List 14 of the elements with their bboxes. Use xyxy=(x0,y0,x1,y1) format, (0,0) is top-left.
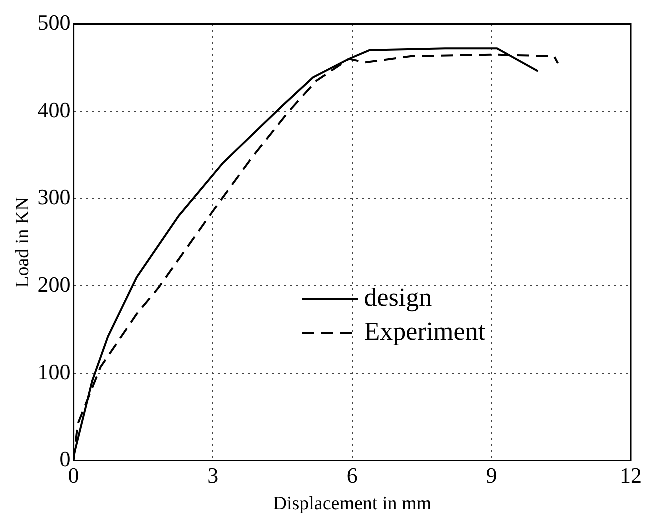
y-tick-label: 0 xyxy=(60,446,71,472)
x-tick-label: 9 xyxy=(486,462,498,488)
legend-label: design xyxy=(364,283,432,312)
y-tick-label: 400 xyxy=(38,97,71,122)
y-tick-label: 300 xyxy=(38,184,71,210)
y-axis-title: Load in KN xyxy=(12,196,34,288)
y-tick-label: 100 xyxy=(38,359,71,384)
x-tick-label: 6 xyxy=(346,462,358,488)
x-axis-title: Displacement in mm xyxy=(273,494,432,515)
legend-label: Experiment xyxy=(364,317,486,346)
y-tick-label: 200 xyxy=(38,272,71,297)
x-tick-label: 12 xyxy=(620,462,642,488)
y-tick-label: 500 xyxy=(38,10,71,35)
x-tick-label: 3 xyxy=(208,462,219,488)
